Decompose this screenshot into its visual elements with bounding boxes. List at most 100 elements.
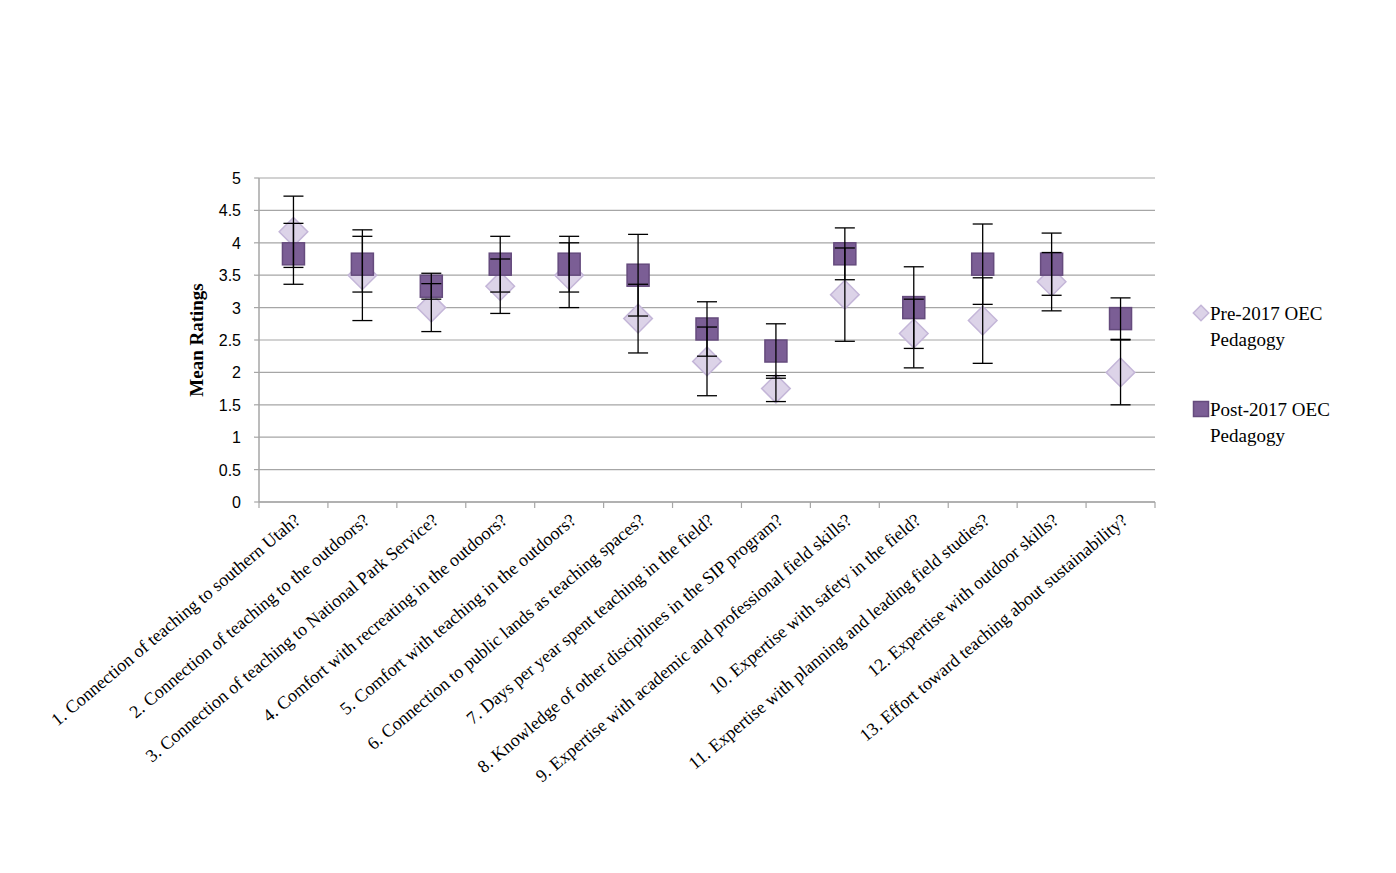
x-tick [465,502,466,508]
error-bar-cap [835,279,855,280]
error-bar-line [500,236,501,292]
error-bar-cap [490,236,510,237]
error-bar-cap [352,291,372,292]
error-bar-line [569,236,570,292]
error-bar-cap [352,236,372,237]
y-axis [258,178,260,502]
x-tick [879,502,880,508]
error-bar-line [844,228,845,280]
plot-area [279,196,1135,405]
error-bar-cap [1111,339,1131,340]
error-bar [352,230,372,321]
y-tick-label: 1.5 [219,397,241,414]
legend-label: Pre-2017 OECPedagogy [1210,303,1322,350]
error-bar [766,376,786,402]
x-tick-label: 5. Comfort with teaching in the outdoors… [336,510,580,719]
error-bar-cap [973,304,993,305]
x-tick [672,502,673,508]
error-bar-cap [628,315,648,316]
legend-label-line: Pedagogy [1210,329,1285,350]
y-tick-label: 0.5 [219,462,241,479]
x-tick-label: 2. Connection of teaching to the outdoor… [125,510,373,722]
error-bar-cap [283,284,303,285]
grid-line [259,177,1155,178]
error-bar-cap [766,378,786,379]
legend-label: Post-2017 OEC Pedagogy [1210,399,1330,446]
error-bar-cap [559,236,579,237]
error-bar-cap [1042,310,1062,311]
grid-line [259,469,1155,470]
y-tick-label: 2 [232,364,241,381]
error-bar [421,273,441,299]
error-bar-line [293,223,294,284]
legend-marker [1193,305,1208,320]
error-bar-line [1051,233,1052,295]
y-tick-label: 3.5 [219,267,241,284]
error-bar [766,324,786,378]
error-bar-cap [1111,339,1131,340]
y-tick-label: 0 [232,494,241,511]
grid-line [259,210,1155,211]
error-bar-cap [283,223,303,224]
error-bar-cap [697,356,717,357]
x-tick-label: 11. Expertise with planning and leading … [685,510,994,774]
error-bar [283,223,303,284]
error-bar-cap [421,331,441,332]
grid-line [259,242,1155,243]
error-bar-cap [973,223,993,224]
grid-line [259,275,1155,276]
error-bar [1111,340,1131,405]
error-bar [490,236,510,292]
y-tick-label: 2.5 [219,332,241,349]
error-bar-cap [835,227,855,228]
x-tick-label: 1. Connection of teaching to southern Ut… [47,510,304,730]
error-bar [1111,298,1131,339]
error-bar-line [1120,340,1121,405]
x-tick [258,502,259,508]
error-bar-line [1120,298,1121,339]
error-bar-line [637,234,638,316]
error-bar-line [706,302,707,356]
x-tick [741,502,742,508]
legend-label-line: Post-2017 OEC [1210,399,1330,420]
error-bar-cap [628,352,648,353]
y-axis-label: Mean Ratings [186,283,207,396]
error-bar-cap [352,320,372,321]
x-tick [1017,502,1018,508]
error-bar-cap [421,299,441,300]
x-tick [396,502,397,508]
grid-line [259,404,1155,405]
error-bar-cap [1111,297,1131,298]
y-tick-label: 5 [232,170,241,187]
error-bar-line [775,376,776,402]
legend-marker [1194,402,1209,417]
legend-label-line: Pedagogy [1210,425,1285,446]
error-bar-line [775,324,776,378]
y-tick-label: 4.5 [219,202,241,219]
error-bar-cap [490,291,510,292]
legend: Pre-2017 OECPedagogy Post-2017 OEC Pedagog… [1193,303,1330,446]
error-bar-cap [559,307,579,308]
error-bar-cap [904,348,924,349]
x-tick [534,502,535,508]
error-bar-cap [628,234,648,235]
x-tick [1085,502,1086,508]
grid-line [259,501,1155,502]
error-bar-cap [559,291,579,292]
error-bar [559,236,579,292]
error-bar-line [913,267,914,349]
x-tick-label: 4. Comfort with recreating in the outdoo… [259,510,511,726]
x-tick [810,502,811,508]
error-bar [352,236,372,292]
error-bar-line [362,236,363,292]
x-axis [259,501,1155,503]
error-bar-cap [904,367,924,368]
error-bar-cap [421,273,441,274]
error-bar-cap [697,301,717,302]
error-bar-cap [766,323,786,324]
y-tick-label: 1 [232,429,241,446]
error-bar [697,302,717,356]
error-bar-cap [904,266,924,267]
y-tick-label: 3 [232,300,241,317]
error-bar-cap [1042,295,1062,296]
